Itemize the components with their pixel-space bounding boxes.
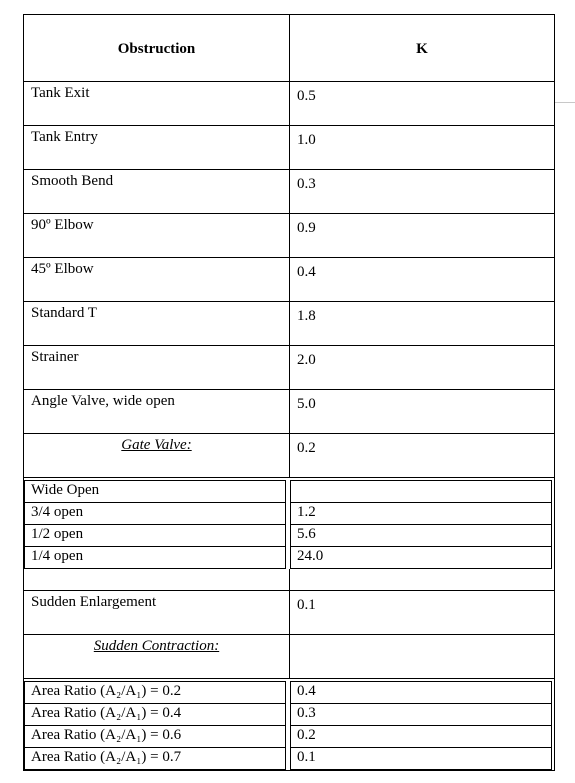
obstruction-cell: Sudden Enlargement bbox=[23, 591, 289, 635]
list-item: Area Ratio (A₂/A₁) = 0.2 0.4 bbox=[24, 681, 554, 704]
sub-label: 3/4 open bbox=[24, 502, 286, 525]
stray-rule bbox=[554, 102, 575, 103]
sub-label: Area Ratio (A₂/A₁) = 0.4 bbox=[24, 703, 286, 726]
table-row: Strainer 2.0 bbox=[23, 346, 555, 390]
table-row: Gate Valve: 0.2 bbox=[23, 434, 555, 478]
k-cell bbox=[289, 635, 555, 679]
table-row: 45º Elbow 0.4 bbox=[23, 258, 555, 302]
list-item: Wide Open bbox=[24, 480, 554, 503]
list-item: Area Ratio (A₂/A₁) = 0.6 0.2 bbox=[24, 725, 554, 748]
table-row: Smooth Bend 0.3 bbox=[23, 170, 555, 214]
gate-valve-list: Wide Open 3/4 open 1.2 1/2 open 5.6 1/4 … bbox=[23, 478, 555, 569]
list-item: Area Ratio (A₂/A₁) = 0.7 0.1 bbox=[24, 747, 554, 770]
sub-k: 24.0 bbox=[290, 546, 552, 569]
sub-k: 5.6 bbox=[290, 524, 552, 547]
sub-k: 1.2 bbox=[290, 502, 552, 525]
sudden-contraction-heading: Sudden Contraction: bbox=[23, 635, 289, 679]
k-cell: 1.8 bbox=[289, 302, 555, 346]
list-item: 1/2 open 5.6 bbox=[24, 524, 554, 547]
list-item: 3/4 open 1.2 bbox=[24, 502, 554, 525]
table-row: Standard T 1.8 bbox=[23, 302, 555, 346]
table-row: Sudden Enlargement 0.1 bbox=[23, 591, 555, 635]
obstruction-cell: 45º Elbow bbox=[23, 258, 289, 302]
k-cell: 5.0 bbox=[289, 390, 555, 434]
table-spacer-row bbox=[23, 569, 555, 591]
list-item: 1/4 open 24.0 bbox=[24, 546, 554, 569]
sub-label: Wide Open bbox=[24, 480, 286, 503]
k-cell: 2.0 bbox=[289, 346, 555, 390]
header-k: K bbox=[289, 15, 555, 81]
obstruction-cell: Tank Exit bbox=[23, 82, 289, 126]
table-row: Angle Valve, wide open 5.0 bbox=[23, 390, 555, 434]
spacer-cell bbox=[289, 569, 555, 591]
table-row: Tank Exit 0.5 bbox=[23, 82, 555, 126]
sub-k bbox=[290, 480, 552, 503]
sub-k: 0.1 bbox=[290, 747, 552, 770]
list-item: Area Ratio (A₂/A₁) = 0.4 0.3 bbox=[24, 703, 554, 726]
sub-label: 1/4 open bbox=[24, 546, 286, 569]
k-cell: 0.4 bbox=[289, 258, 555, 302]
sub-k: 0.3 bbox=[290, 703, 552, 726]
table-row: 90º Elbow 0.9 bbox=[23, 214, 555, 258]
sub-label: Area Ratio (A₂/A₁) = 0.6 bbox=[24, 725, 286, 748]
k-cell: 1.0 bbox=[289, 126, 555, 170]
sub-label: Area Ratio (A₂/A₁) = 0.7 bbox=[24, 747, 286, 770]
obstruction-cell: 90º Elbow bbox=[23, 214, 289, 258]
obstruction-cell: Tank Entry bbox=[23, 126, 289, 170]
obstruction-cell: Angle Valve, wide open bbox=[23, 390, 289, 434]
k-cell: 0.2 bbox=[289, 434, 555, 478]
obstruction-cell: Smooth Bend bbox=[23, 170, 289, 214]
sub-label: 1/2 open bbox=[24, 524, 286, 547]
k-cell: 0.1 bbox=[289, 591, 555, 635]
sudden-contraction-list: Area Ratio (A₂/A₁) = 0.2 0.4 Area Ratio … bbox=[23, 679, 555, 771]
k-cell: 0.5 bbox=[289, 82, 555, 126]
sub-k: 0.4 bbox=[290, 681, 552, 704]
table-header-row: Obstruction K bbox=[23, 14, 555, 82]
obstruction-cell: Strainer bbox=[23, 346, 289, 390]
sub-k: 0.2 bbox=[290, 725, 552, 748]
k-cell: 0.3 bbox=[289, 170, 555, 214]
spacer-cell bbox=[23, 569, 289, 591]
gate-valve-heading: Gate Valve: bbox=[23, 434, 289, 478]
obstruction-cell: Standard T bbox=[23, 302, 289, 346]
table-row: Tank Entry 1.0 bbox=[23, 126, 555, 170]
header-obstruction: Obstruction bbox=[23, 15, 289, 81]
table-row: Sudden Contraction: bbox=[23, 635, 555, 679]
k-cell: 0.9 bbox=[289, 214, 555, 258]
loss-coefficient-table: Obstruction K Tank Exit 0.5 Tank Entry 1… bbox=[23, 14, 555, 771]
sub-label: Area Ratio (A₂/A₁) = 0.2 bbox=[24, 681, 286, 704]
